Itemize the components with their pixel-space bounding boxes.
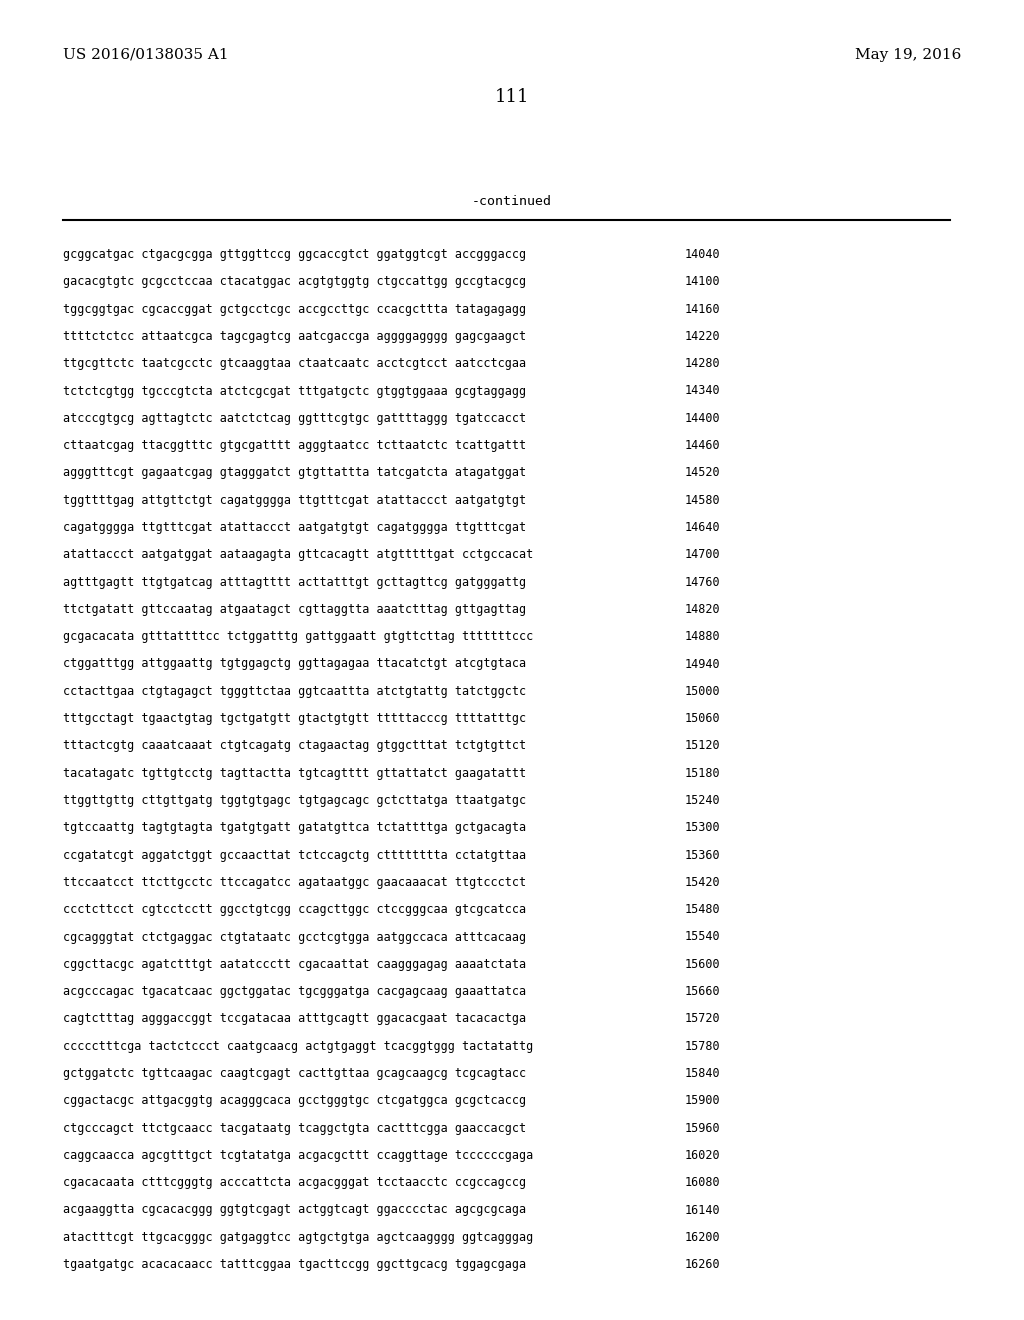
Text: 15660: 15660 (685, 985, 721, 998)
Text: atattaccct aatgatggat aataagagta gttcacagtt atgtttttgat cctgccacat: atattaccct aatgatggat aataagagta gttcaca… (63, 548, 534, 561)
Text: cttaatcgag ttacggtttc gtgcgatttt agggtaatcc tcttaatctc tcattgattt: cttaatcgag ttacggtttc gtgcgatttt agggtaa… (63, 440, 526, 451)
Text: cctacttgaa ctgtagagct tgggttctaa ggtcaattta atctgtattg tatctggctc: cctacttgaa ctgtagagct tgggttctaa ggtcaat… (63, 685, 526, 698)
Text: tctctcgtgg tgcccgtcta atctcgcgat tttgatgctc gtggtggaaa gcgtaggagg: tctctcgtgg tgcccgtcta atctcgcgat tttgatg… (63, 384, 526, 397)
Text: cgacacaata ctttcgggtg acccattcta acgacgggat tcctaacctc ccgccagccg: cgacacaata ctttcgggtg acccattcta acgacgg… (63, 1176, 526, 1189)
Text: 15900: 15900 (685, 1094, 721, 1107)
Text: ctggatttgg attggaattg tgtggagctg ggttagagaa ttacatctgt atcgtgtaca: ctggatttgg attggaattg tgtggagctg ggttaga… (63, 657, 526, 671)
Text: agtttgagtt ttgtgatcag atttagtttt acttatttgt gcttagttcg gatgggattg: agtttgagtt ttgtgatcag atttagtttt acttatt… (63, 576, 526, 589)
Text: May 19, 2016: May 19, 2016 (855, 48, 961, 62)
Text: 14160: 14160 (685, 302, 721, 315)
Text: caggcaacca agcgtttgct tcgtatatga acgacgcttt ccaggttage tccccccgaga: caggcaacca agcgtttgct tcgtatatga acgacgc… (63, 1148, 534, 1162)
Text: atactttcgt ttgcacgggc gatgaggtcc agtgctgtga agctcaagggg ggtcagggag: atactttcgt ttgcacgggc gatgaggtcc agtgctg… (63, 1230, 534, 1243)
Text: cggactacgc attgacggtg acagggcaca gcctgggtgc ctcgatggca gcgctcaccg: cggactacgc attgacggtg acagggcaca gcctggg… (63, 1094, 526, 1107)
Text: 14520: 14520 (685, 466, 721, 479)
Text: 16200: 16200 (685, 1230, 721, 1243)
Text: 15060: 15060 (685, 711, 721, 725)
Text: ttccaatcct ttcttgcctc ttccagatcc agataatggc gaacaaacat ttgtccctct: ttccaatcct ttcttgcctc ttccagatcc agataat… (63, 876, 526, 888)
Text: 14220: 14220 (685, 330, 721, 343)
Text: 14880: 14880 (685, 630, 721, 643)
Text: 15480: 15480 (685, 903, 721, 916)
Text: 14100: 14100 (685, 276, 721, 288)
Text: ttgcgttctc taatcgcctc gtcaaggtaa ctaatcaatc acctcgtcct aatcctcgaa: ttgcgttctc taatcgcctc gtcaaggtaa ctaatca… (63, 358, 526, 370)
Text: 15600: 15600 (685, 958, 721, 970)
Text: tggcggtgac cgcaccggat gctgcctcgc accgccttgc ccacgcttta tatagagagg: tggcggtgac cgcaccggat gctgcctcgc accgcct… (63, 302, 526, 315)
Text: 15720: 15720 (685, 1012, 721, 1026)
Text: gacacgtgtc gcgcctccaa ctacatggac acgtgtggtg ctgccattgg gccgtacgcg: gacacgtgtc gcgcctccaa ctacatggac acgtgtg… (63, 276, 526, 288)
Text: atcccgtgcg agttagtctc aatctctcag ggtttcgtgc gattttaggg tgatccacct: atcccgtgcg agttagtctc aatctctcag ggtttcg… (63, 412, 526, 425)
Text: tacatagatc tgttgtcctg tagttactta tgtcagtttt gttattatct gaagatattt: tacatagatc tgttgtcctg tagttactta tgtcagt… (63, 767, 526, 780)
Text: 15360: 15360 (685, 849, 721, 862)
Text: 16080: 16080 (685, 1176, 721, 1189)
Text: ttggttgttg cttgttgatg tggtgtgagc tgtgagcagc gctcttatga ttaatgatgc: ttggttgttg cttgttgatg tggtgtgagc tgtgagc… (63, 795, 526, 807)
Text: cggcttacgc agatctttgt aatatccctt cgacaattat caagggagag aaaatctata: cggcttacgc agatctttgt aatatccctt cgacaat… (63, 958, 526, 970)
Text: 14640: 14640 (685, 521, 721, 535)
Text: tgaatgatgc acacacaacc tatttcggaa tgacttccgg ggcttgcacg tggagcgaga: tgaatgatgc acacacaacc tatttcggaa tgacttc… (63, 1258, 526, 1271)
Text: 14280: 14280 (685, 358, 721, 370)
Text: 15960: 15960 (685, 1122, 721, 1135)
Text: 14700: 14700 (685, 548, 721, 561)
Text: cagatgggga ttgtttcgat atattaccct aatgatgtgt cagatgggga ttgtttcgat: cagatgggga ttgtttcgat atattaccct aatgatg… (63, 521, 526, 535)
Text: agggtttcgt gagaatcgag gtagggatct gtgttattta tatcgatcta atagatggat: agggtttcgt gagaatcgag gtagggatct gtgttat… (63, 466, 526, 479)
Text: 14580: 14580 (685, 494, 721, 507)
Text: 16020: 16020 (685, 1148, 721, 1162)
Text: 15300: 15300 (685, 821, 721, 834)
Text: 14820: 14820 (685, 603, 721, 616)
Text: 111: 111 (495, 88, 529, 106)
Text: acgcccagac tgacatcaac ggctggatac tgcgggatga cacgagcaag gaaattatca: acgcccagac tgacatcaac ggctggatac tgcggga… (63, 985, 526, 998)
Text: 15780: 15780 (685, 1040, 721, 1053)
Text: tgtccaattg tagtgtagta tgatgtgatt gatatgttca tctattttga gctgacagta: tgtccaattg tagtgtagta tgatgtgatt gatatgt… (63, 821, 526, 834)
Text: tttgcctagt tgaactgtag tgctgatgtt gtactgtgtt tttttacccg ttttatttgc: tttgcctagt tgaactgtag tgctgatgtt gtactgt… (63, 711, 526, 725)
Text: acgaaggtta cgcacacggg ggtgtcgagt actggtcagt ggacccctac agcgcgcaga: acgaaggtta cgcacacggg ggtgtcgagt actggtc… (63, 1204, 526, 1217)
Text: 16260: 16260 (685, 1258, 721, 1271)
Text: tggttttgag attgttctgt cagatgggga ttgtttcgat atattaccct aatgatgtgt: tggttttgag attgttctgt cagatgggga ttgtttc… (63, 494, 526, 507)
Text: 14940: 14940 (685, 657, 721, 671)
Text: 14460: 14460 (685, 440, 721, 451)
Text: ttctgatatt gttccaatag atgaatagct cgttaggtta aaatctttag gttgagttag: ttctgatatt gttccaatag atgaatagct cgttagg… (63, 603, 526, 616)
Text: 14760: 14760 (685, 576, 721, 589)
Text: 15540: 15540 (685, 931, 721, 944)
Text: 15240: 15240 (685, 795, 721, 807)
Text: ccgatatcgt aggatctggt gccaacttat tctccagctg ctttttttta cctatgttaa: ccgatatcgt aggatctggt gccaacttat tctccag… (63, 849, 526, 862)
Text: 14400: 14400 (685, 412, 721, 425)
Text: 16140: 16140 (685, 1204, 721, 1217)
Text: ccctcttcct cgtcctcctt ggcctgtcgg ccagcttggc ctccgggcaa gtcgcatcca: ccctcttcct cgtcctcctt ggcctgtcgg ccagctt… (63, 903, 526, 916)
Text: cagtctttag agggaccggt tccgatacaa atttgcagtt ggacacgaat tacacactga: cagtctttag agggaccggt tccgatacaa atttgca… (63, 1012, 526, 1026)
Text: gcgacacata gtttattttcc tctggatttg gattggaatt gtgttcttag tttttttccc: gcgacacata gtttattttcc tctggatttg gattgg… (63, 630, 534, 643)
Text: 15840: 15840 (685, 1067, 721, 1080)
Text: cgcagggtat ctctgaggac ctgtataatc gcctcgtgga aatggccaca atttcacaag: cgcagggtat ctctgaggac ctgtataatc gcctcgt… (63, 931, 526, 944)
Text: 15000: 15000 (685, 685, 721, 698)
Text: gcggcatgac ctgacgcgga gttggttccg ggcaccgtct ggatggtcgt accgggaccg: gcggcatgac ctgacgcgga gttggttccg ggcaccg… (63, 248, 526, 261)
Text: tttactcgtg caaatcaaat ctgtcagatg ctagaactag gtggctttat tctgtgttct: tttactcgtg caaatcaaat ctgtcagatg ctagaac… (63, 739, 526, 752)
Text: 15180: 15180 (685, 767, 721, 780)
Text: ctgcccagct ttctgcaacc tacgataatg tcaggctgta cactttcgga gaaccacgct: ctgcccagct ttctgcaacc tacgataatg tcaggct… (63, 1122, 526, 1135)
Text: US 2016/0138035 A1: US 2016/0138035 A1 (63, 48, 228, 62)
Text: 15120: 15120 (685, 739, 721, 752)
Text: 14340: 14340 (685, 384, 721, 397)
Text: 15420: 15420 (685, 876, 721, 888)
Text: -continued: -continued (472, 195, 552, 209)
Text: 14040: 14040 (685, 248, 721, 261)
Text: ttttctctcc attaatcgca tagcgagtcg aatcgaccga aggggagggg gagcgaagct: ttttctctcc attaatcgca tagcgagtcg aatcgac… (63, 330, 526, 343)
Text: ccccctttcga tactctccct caatgcaacg actgtgaggt tcacggtggg tactatattg: ccccctttcga tactctccct caatgcaacg actgtg… (63, 1040, 534, 1053)
Text: gctggatctc tgttcaagac caagtcgagt cacttgttaa gcagcaagcg tcgcagtacc: gctggatctc tgttcaagac caagtcgagt cacttgt… (63, 1067, 526, 1080)
